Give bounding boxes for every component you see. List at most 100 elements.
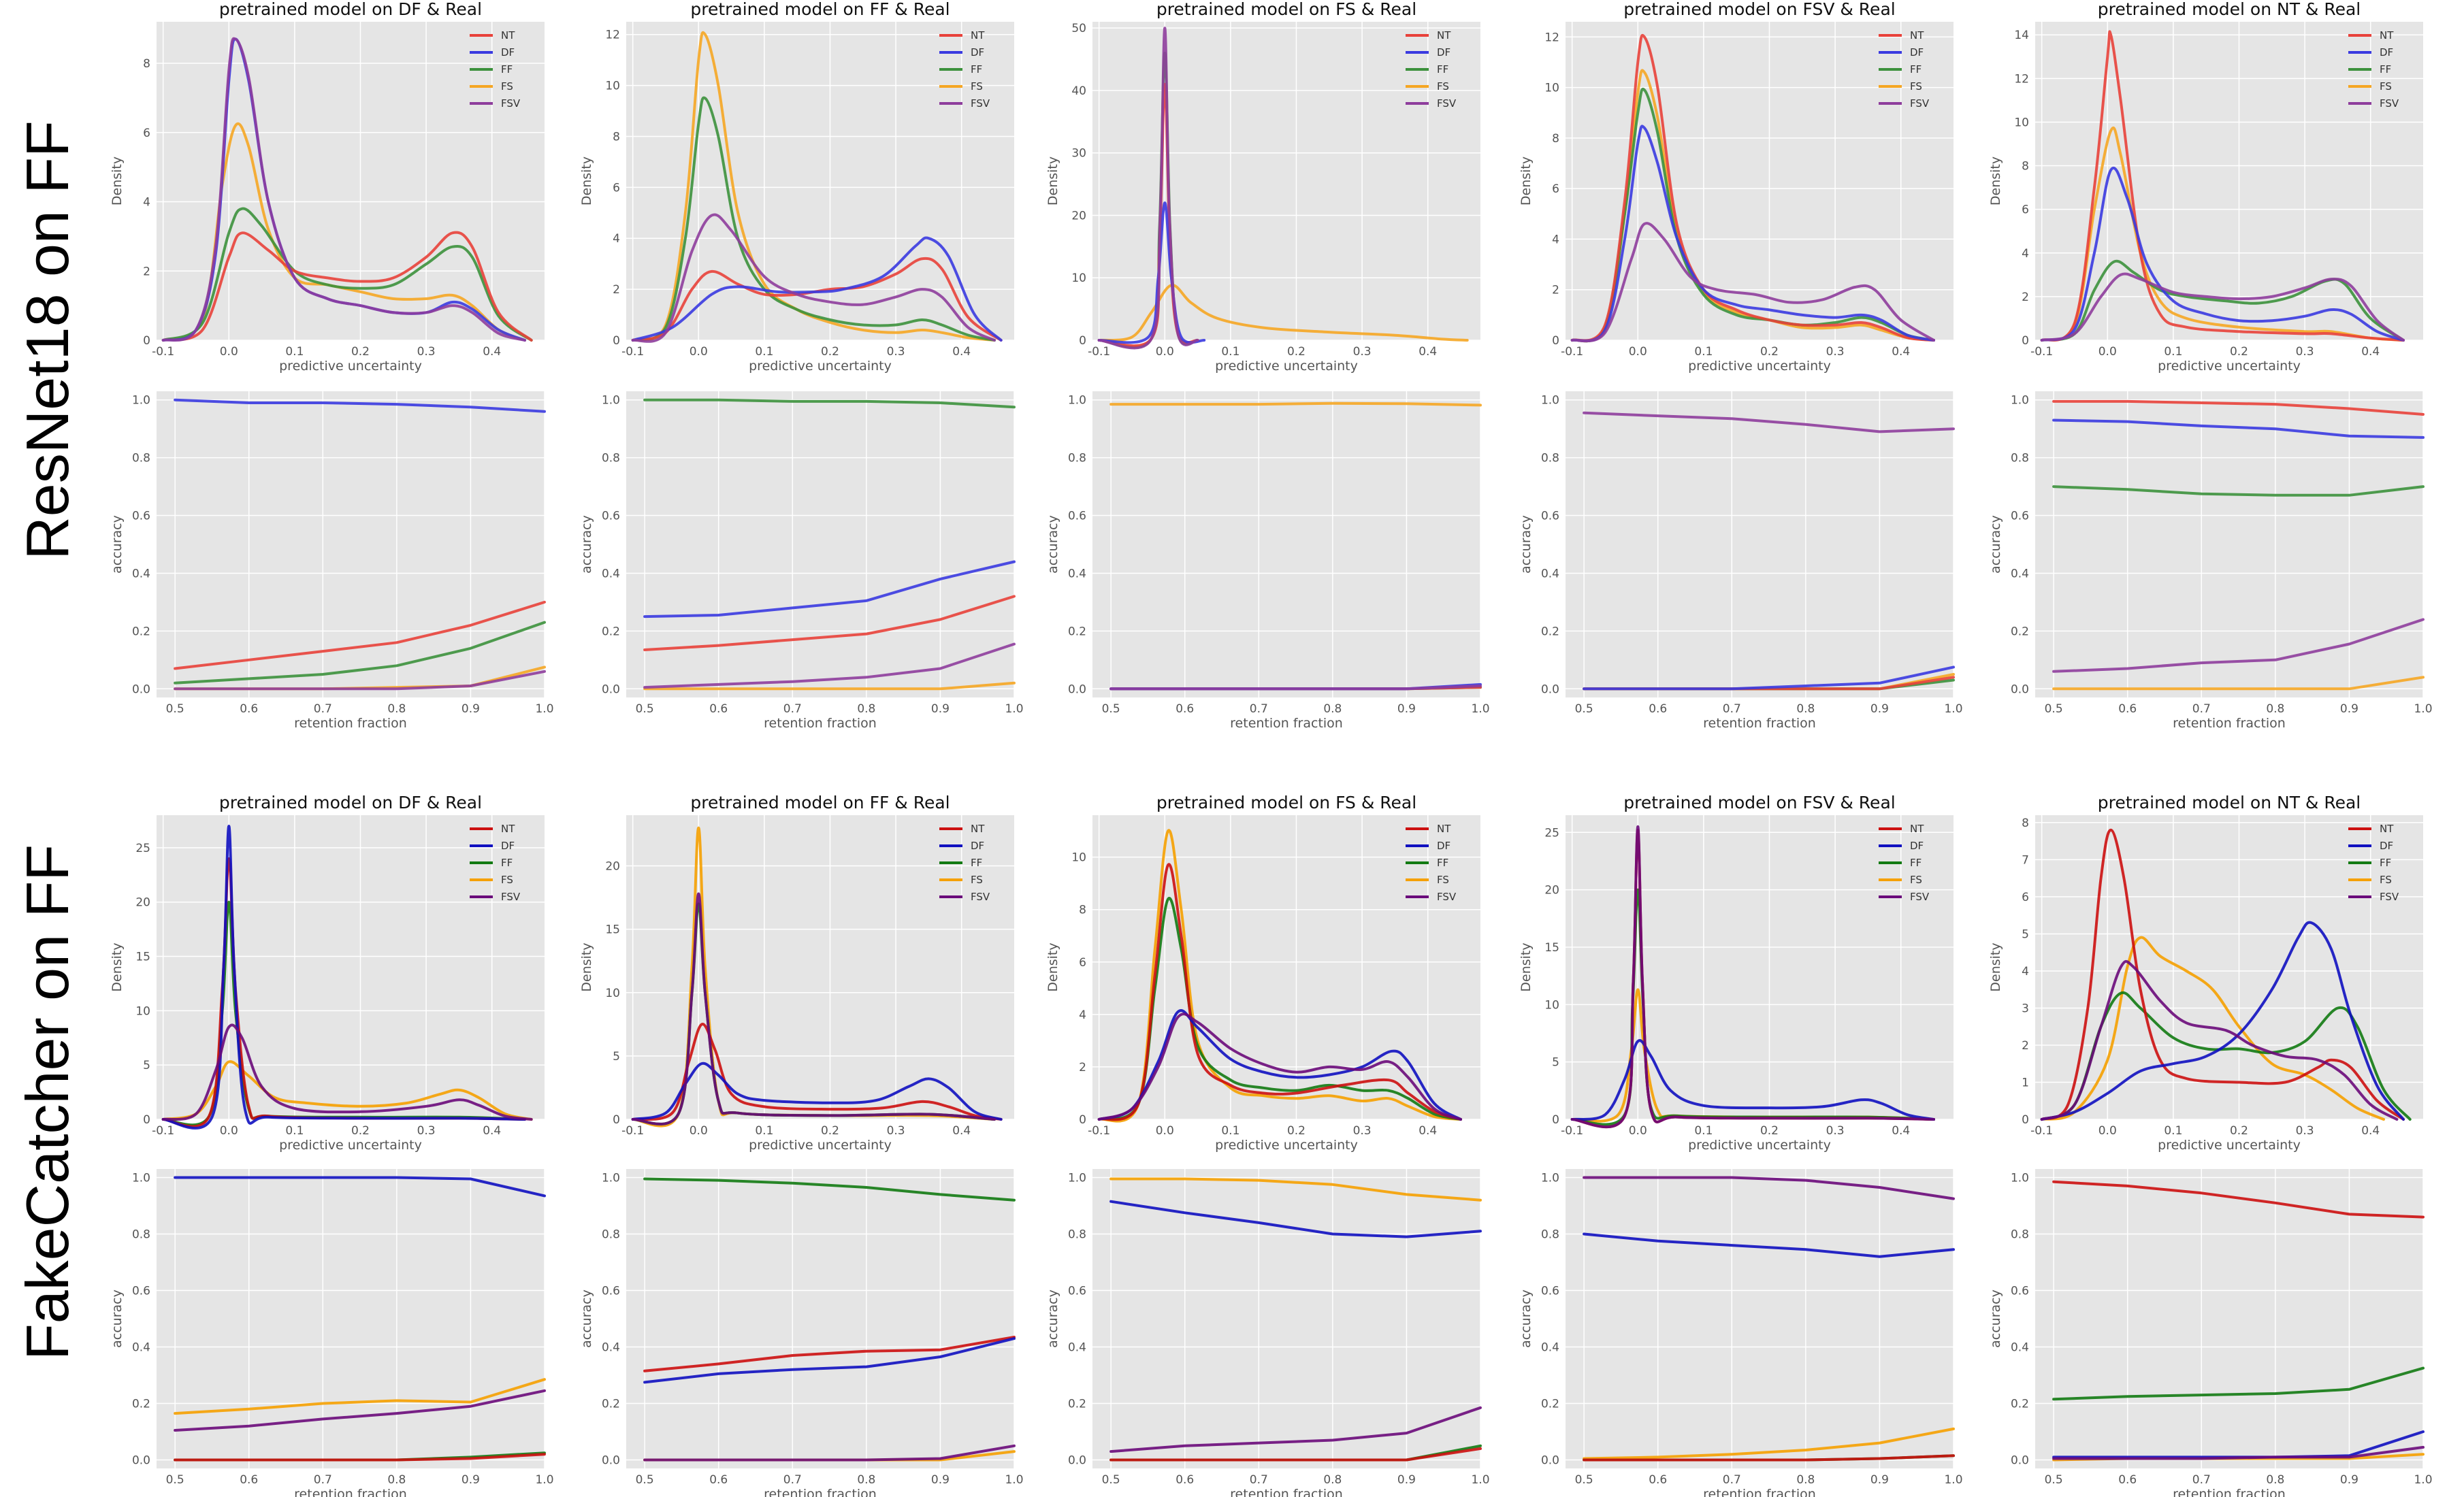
panel-r2d4: -0.1 0.0 0.1 0.2 0.3 0.4 0 5 10 15 20 25 predictive …	[1519, 793, 1954, 1153]
y-tick-label: 5	[2022, 927, 2029, 941]
y-tick-label: 10	[135, 1004, 150, 1018]
x-tick-label: 0.0	[690, 345, 708, 359]
y-tick-label: 0.4	[2011, 567, 2029, 580]
y-tick-label: 0.8	[2011, 452, 2029, 465]
x-tick-label: 0.9	[2340, 702, 2358, 716]
series-line-fs	[1109, 1177, 1482, 1202]
y-axis-label: Density	[579, 942, 594, 991]
y-tick-label: 0.4	[602, 1341, 620, 1355]
x-tick-label: 0.5	[166, 702, 184, 716]
y-tick-label: 1.0	[602, 1171, 620, 1185]
x-tick-label: 1.0	[1005, 702, 1023, 716]
legend-label-fs: FS	[501, 874, 513, 886]
legend: NT DF FF FS FSV	[2348, 823, 2399, 903]
x-tick-label: 0.6	[2118, 702, 2137, 716]
x-tick-label: 0.0	[220, 1124, 238, 1138]
panel-r2d1: -0.1 0.0 0.1 0.2 0.3 0.4 0 5 10 15 20 25 predictive …	[110, 793, 545, 1153]
x-tick-label: 0.4	[2361, 345, 2380, 359]
series-group	[643, 398, 1016, 691]
series-line-nt	[643, 1336, 1016, 1372]
plot-area	[626, 1169, 1014, 1468]
x-tick-label: -0.1	[2030, 1124, 2053, 1138]
legend-label-fsv: FSV	[2380, 891, 2399, 903]
x-tick-label: 0.6	[240, 702, 258, 716]
x-axis-label: retention fraction	[764, 1487, 877, 1497]
x-tick-label: -0.1	[1088, 345, 1110, 359]
panel-r1a4: 0.5 0.6 0.7 0.8 0.9 1.0 0.0 0.2 0.4 0.6 0.8 1.0 rete…	[1519, 391, 1963, 731]
series-line-fsv	[631, 892, 996, 1125]
legend-label-fsv: FSV	[1437, 97, 1457, 110]
y-tick-label: 15	[605, 923, 620, 937]
series-group	[161, 825, 533, 1130]
legend-label-fsv: FSV	[1910, 891, 1930, 903]
legend-label-ff: FF	[2380, 857, 2391, 869]
series-group	[2052, 399, 2425, 691]
x-tick-label: -0.1	[1561, 1124, 1583, 1138]
legend-label-ff: FF	[1910, 63, 1922, 76]
x-tick-label: 0.2	[821, 1124, 839, 1138]
x-tick-label: 0.2	[2230, 1124, 2248, 1138]
x-tick-label: -0.1	[1088, 1124, 1110, 1138]
y-tick-label: 0.0	[1068, 682, 1086, 696]
y-tick-label: 0.6	[132, 510, 150, 523]
x-tick-label: 0.4	[1892, 345, 1910, 359]
x-axis-label: retention fraction	[294, 1487, 407, 1497]
x-tick-label: -0.1	[1561, 345, 1583, 359]
x-tick-label: 1.0	[1471, 702, 1489, 716]
x-tick-label: 0.9	[2340, 1473, 2358, 1487]
panel-title: pretrained model on DF & Real	[219, 793, 482, 812]
series-group	[174, 398, 546, 691]
panel-r2d5: -0.1 0.0 0.1 0.2 0.3 0.4 0 1 2 3 4 5 6 7 8 predictive u…	[1988, 793, 2423, 1153]
y-tick-label: 1.0	[132, 1171, 150, 1185]
series-line-df	[1097, 201, 1206, 344]
x-tick-label: 0.9	[1870, 1473, 1889, 1487]
panel-r2a3: 0.5 0.6 0.7 0.8 0.9 1.0 0.0 0.2 0.4 0.6 0.8 1.0 rete…	[1045, 1169, 1490, 1497]
plot-area	[1092, 391, 1480, 697]
panel-title: pretrained model on FF & Real	[690, 793, 950, 812]
y-tick-label: 6	[1552, 182, 1559, 196]
legend-label-nt: NT	[501, 823, 515, 835]
y-axis-label: Density	[1988, 157, 2003, 205]
legend-label-df: DF	[1437, 46, 1450, 59]
row-label-fakecatcher: FakeCatcher on FF	[14, 844, 81, 1360]
series-group	[631, 31, 1003, 343]
x-tick-label: -0.1	[152, 345, 174, 359]
panel-title: pretrained model on FSV & Real	[1623, 793, 1895, 812]
y-tick-label: 0.6	[2011, 510, 2029, 523]
y-tick-label: 0.6	[1068, 510, 1086, 523]
series-line-df	[2040, 167, 2405, 342]
legend-label-df: DF	[971, 46, 984, 59]
y-tick-label: 0.2	[602, 625, 620, 638]
y-axis-label: Density	[1988, 942, 2003, 991]
y-tick-label: 8	[143, 57, 150, 71]
y-tick-label: 25	[1544, 826, 1559, 840]
y-tick-label: 0.2	[132, 625, 150, 638]
y-tick-label: 2	[143, 265, 150, 278]
x-tick-label: -0.1	[621, 1124, 644, 1138]
x-tick-label: 0.0	[220, 345, 238, 359]
series-line-nt	[1109, 1447, 1482, 1462]
y-tick-label: 0.4	[132, 567, 150, 580]
y-tick-label: 0.8	[602, 452, 620, 465]
y-tick-label: 0.2	[602, 1398, 620, 1411]
series-line-fsv	[2040, 959, 2399, 1121]
y-tick-label: 0.2	[2011, 625, 2029, 638]
panel-r2a1: 0.5 0.6 0.7 0.8 0.9 1.0 0.0 0.2 0.4 0.6 0.8 1.0 rete…	[110, 1169, 554, 1497]
x-tick-label: 0.1	[1221, 345, 1239, 359]
y-tick-label: 8	[2022, 817, 2029, 830]
x-tick-label: 0.7	[1723, 1473, 1741, 1487]
y-axis-label: Density	[579, 157, 594, 205]
legend-label-nt: NT	[1910, 823, 1924, 835]
x-tick-label: 0.5	[636, 702, 654, 716]
y-tick-label: 0	[143, 334, 150, 348]
gridlines	[1566, 22, 1954, 341]
x-tick-label: 0.2	[2230, 345, 2248, 359]
y-tick-label: 4	[2022, 965, 2029, 978]
x-tick-label: 0.4	[483, 345, 501, 359]
y-axis-label: Density	[110, 157, 125, 205]
x-axis-label: predictive uncertainty	[749, 359, 892, 374]
x-tick-label: 0.3	[2296, 1124, 2314, 1138]
series-line-fsv	[161, 37, 526, 342]
y-tick-label: 8	[2022, 160, 2029, 174]
x-tick-label: 0.1	[1694, 345, 1713, 359]
